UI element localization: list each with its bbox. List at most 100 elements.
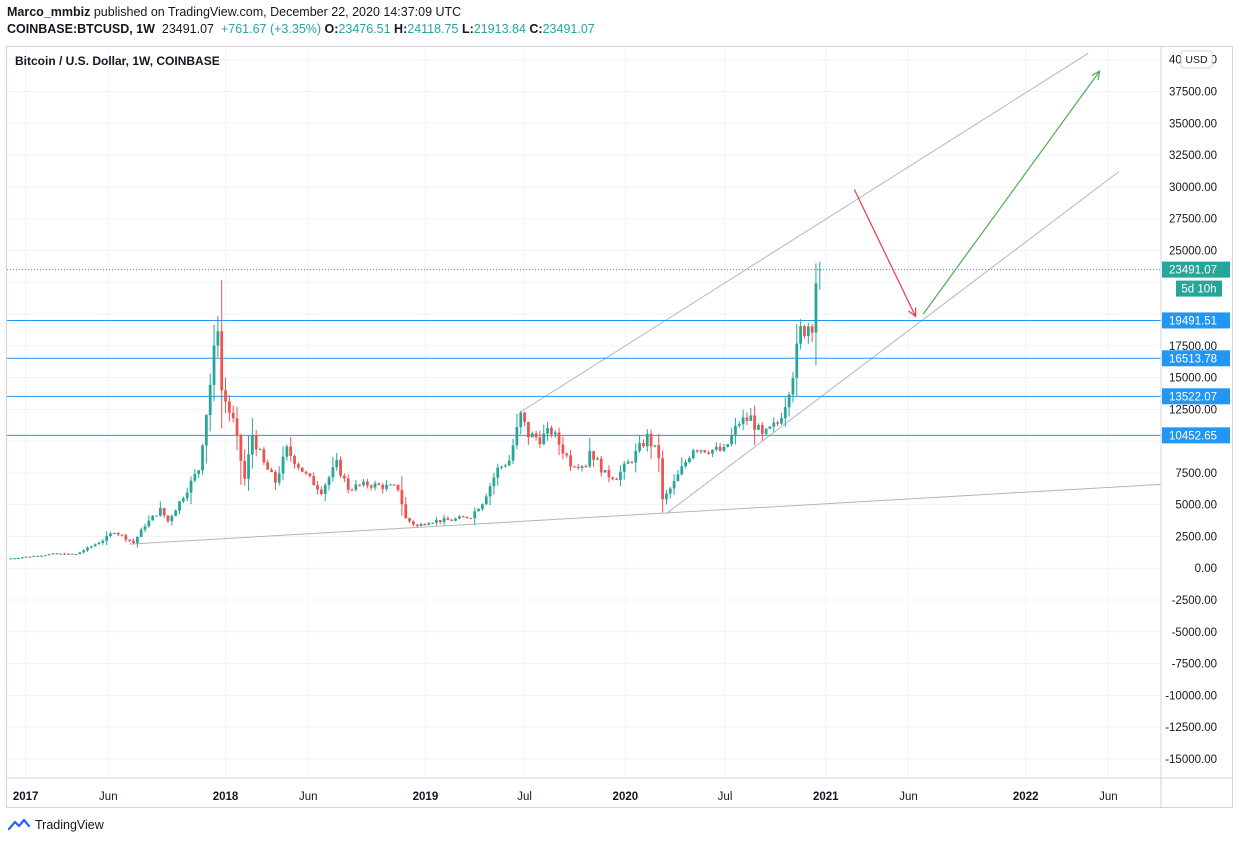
author-name[interactable]: Marco_mmbiz xyxy=(7,5,91,19)
level-label: 13522.07 xyxy=(1169,391,1217,403)
candle-body xyxy=(389,484,392,486)
candle-body xyxy=(132,540,135,543)
candle-body xyxy=(224,390,227,402)
publisher-line: Marco_mmbiz published on TradingView.com… xyxy=(7,5,461,19)
candle-body xyxy=(277,473,281,483)
arrow-shaft xyxy=(922,70,1101,315)
candle-body xyxy=(573,466,576,468)
candle-body xyxy=(596,458,599,460)
candle-body xyxy=(557,432,561,445)
tradingview-logo-icon[interactable] xyxy=(8,818,30,832)
candle-body xyxy=(89,546,93,548)
y-tick-label: -15000.00 xyxy=(1165,754,1217,766)
y-tick-label: -2500.00 xyxy=(1172,595,1217,607)
candle-body xyxy=(139,529,143,537)
candle-body xyxy=(270,469,273,473)
countdown-label: 5d 10h xyxy=(1181,284,1216,296)
candle-body xyxy=(20,557,24,559)
candle-body xyxy=(484,496,488,505)
candle-body xyxy=(707,452,710,454)
candle-body xyxy=(668,488,672,494)
candle-body xyxy=(726,444,730,447)
candle-body xyxy=(24,556,28,558)
level-label: 10452.65 xyxy=(1169,430,1217,442)
candle-body xyxy=(745,417,749,421)
candle-body xyxy=(553,432,557,435)
level-label: 19491.51 xyxy=(1169,315,1217,327)
candle-body xyxy=(511,445,515,461)
candle-body xyxy=(162,508,166,516)
brand-name[interactable]: TradingView xyxy=(35,818,104,832)
candle-body xyxy=(684,461,687,467)
candle-body xyxy=(622,463,626,472)
candle-body xyxy=(680,466,684,475)
candle-body xyxy=(576,466,580,469)
candle-body xyxy=(304,471,308,474)
last-price-label: 23491.07 xyxy=(1169,265,1217,277)
candle-body xyxy=(714,446,718,450)
y-tick-label: 32500.00 xyxy=(1169,150,1217,162)
x-tick-label: Jul xyxy=(718,791,733,803)
candle-body xyxy=(339,459,342,476)
candles xyxy=(9,261,822,560)
candle-body xyxy=(438,520,442,522)
level-tag xyxy=(1162,388,1230,405)
y-tick-label: 12500.00 xyxy=(1169,404,1217,416)
candle-body xyxy=(542,433,546,445)
candle-body xyxy=(197,470,201,474)
candle-body xyxy=(649,433,653,447)
candle-body xyxy=(13,558,17,560)
candle-body xyxy=(231,412,235,419)
candle-body xyxy=(128,539,132,541)
candle-body xyxy=(546,427,549,434)
candle-body xyxy=(343,475,346,479)
y-tick-label: 5000.00 xyxy=(1175,500,1217,512)
candle-body xyxy=(158,508,162,516)
candle-body xyxy=(254,435,258,450)
candle-body xyxy=(561,444,565,454)
x-tick-label: Jun xyxy=(1099,791,1118,803)
candle-body xyxy=(285,446,289,457)
candle-body xyxy=(66,553,70,555)
candle-body xyxy=(799,326,802,344)
candle-body xyxy=(17,558,20,560)
trend-line xyxy=(520,52,1089,413)
candle-body xyxy=(193,473,197,481)
candle-body xyxy=(51,553,55,555)
candle-body xyxy=(500,466,503,468)
candle-body xyxy=(373,483,377,488)
candle-body xyxy=(323,485,327,494)
y-tick-label: 35000.00 xyxy=(1169,118,1217,130)
candle-body xyxy=(672,481,676,489)
candle-body xyxy=(626,461,630,464)
candle-body xyxy=(757,424,760,430)
candle-body xyxy=(469,518,473,520)
candle-body xyxy=(473,511,477,519)
candle-body xyxy=(412,521,415,525)
candle-body xyxy=(358,484,362,486)
candle-body xyxy=(780,418,783,424)
candle-body xyxy=(580,466,584,469)
level-label: 16513.78 xyxy=(1169,353,1217,365)
currency-button[interactable]: USD xyxy=(1180,50,1213,69)
last-value: 23491.07 xyxy=(161,22,215,36)
y-tick-label: 25000.00 xyxy=(1169,245,1217,257)
candle-body xyxy=(523,412,526,422)
candle-body xyxy=(147,520,151,527)
candle-body xyxy=(569,455,572,467)
candle-body xyxy=(699,450,703,452)
candle-body xyxy=(212,345,216,385)
candle-body xyxy=(327,477,331,486)
candle-body xyxy=(653,445,657,447)
candle-body xyxy=(201,445,204,471)
last-price-tag xyxy=(1162,261,1230,278)
candle-body xyxy=(504,465,507,467)
ohlc-bar: COINBASE:BTCUSD, 1W 23491.07 +761.67 (+3… xyxy=(7,22,595,36)
open-label: O: xyxy=(324,22,339,36)
candle-body xyxy=(78,552,82,555)
horizontal-levels xyxy=(7,269,1161,436)
trend-lines xyxy=(129,52,1162,545)
low-label: L: xyxy=(461,22,474,36)
candle-body xyxy=(262,449,266,463)
